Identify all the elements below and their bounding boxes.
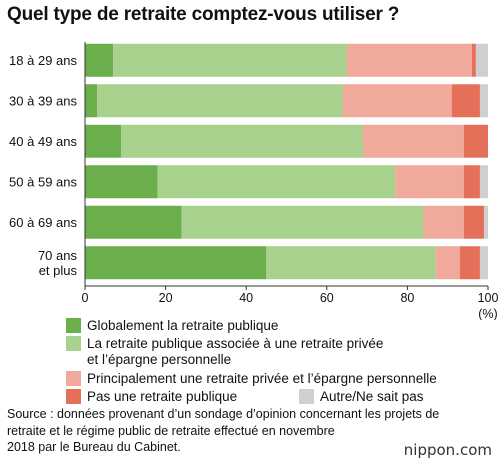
bar-segment-1-1 [85, 43, 114, 77]
x-tick-label-5: 80 [400, 291, 414, 305]
legend-swatch-3 [66, 371, 81, 386]
bar-segment-5-3 [423, 205, 464, 239]
bar-segment-4-2 [157, 165, 396, 199]
category-label-5: 60 à 69 ans [9, 215, 77, 230]
x-tick-label-6: 100 [478, 291, 499, 305]
legend-item-3: Principalement une retraite privée et l’… [66, 371, 437, 387]
x-tick-label-2: 20 [159, 291, 173, 305]
bar-segment-2-1 [85, 84, 98, 118]
x-tick-label-3: 40 [239, 291, 253, 305]
category-label-2: 30 à 39 ans [9, 93, 77, 108]
bar-segment-4-4 [463, 165, 480, 199]
category-label-3: 40 à 49 ans [9, 134, 77, 149]
legend-label-3: Principalement une retraite privée et l’… [87, 371, 437, 386]
legend-item-5: Autre/Ne sait pas [299, 389, 424, 405]
bar-segment-4-3 [395, 165, 464, 199]
bar-segment-3-1 [85, 124, 122, 158]
legend-swatch-2 [66, 336, 81, 351]
bar-segment-1-3 [346, 43, 472, 77]
bar-segment-5-4 [463, 205, 484, 239]
bar-segment-3-4 [463, 124, 488, 158]
legend-label-4: Pas une retraite publique [87, 389, 238, 404]
bar-segment-3-2 [121, 124, 364, 158]
category-label-6: 70 ans et plus [38, 248, 78, 278]
source-note: Source : données provenant d’un sondage … [7, 407, 440, 454]
category-label-1: 18 à 29 ans [9, 53, 77, 68]
bar-segment-6-3 [435, 246, 460, 280]
bar-segment-5-2 [181, 205, 424, 239]
category-label-4: 50 à 59 ans [9, 174, 77, 189]
bar-segment-6-1 [85, 246, 267, 280]
legend-label-5: Autre/Ne sait pas [320, 389, 424, 404]
bar-segment-6-4 [459, 246, 480, 280]
x-unit-label: (%) [478, 307, 497, 320]
stacked-bar-chart: 18 à 29 ans 30 à 39 ans 40 à 49 ans 50 à 59… [9, 42, 499, 320]
legend-swatch-1 [66, 318, 81, 333]
bar-segment-4-5 [479, 165, 488, 199]
bar-segment-5-1 [85, 205, 182, 239]
legend-swatch-4 [66, 389, 81, 404]
bar-segment-2-3 [342, 84, 452, 118]
legend-item-2: La retraite publique associée à une retr… [66, 336, 383, 368]
bar-segment-1-5 [475, 43, 488, 77]
bar-segment-2-2 [97, 84, 343, 118]
legend-swatch-5 [299, 389, 314, 404]
legend-label-2: La retraite publique associée à une retr… [87, 336, 384, 367]
bar-segment-6-2 [266, 246, 436, 280]
bar-segment-1-4 [471, 43, 476, 77]
legend-item-4: Pas une retraite publique [66, 389, 237, 405]
bar-segment-2-4 [451, 84, 480, 118]
x-tick-label-1: 0 [82, 291, 89, 305]
chart-title: Quel type de retraite comptez-vous utili… [7, 4, 400, 25]
bar-segment-3-3 [363, 124, 464, 158]
bar-segment-5-5 [483, 205, 488, 239]
brand-logo: nippon.com [403, 441, 492, 459]
x-tick-label-4: 60 [320, 291, 334, 305]
bar-segment-1-2 [113, 43, 347, 77]
bar-segment-4-1 [85, 165, 158, 199]
bar-segment-2-5 [479, 84, 488, 118]
bar-segment-6-5 [479, 246, 488, 280]
legend-label-1: Globalement la retraite publique [87, 318, 279, 333]
legend-item-1: Globalement la retraite publique [66, 318, 278, 334]
